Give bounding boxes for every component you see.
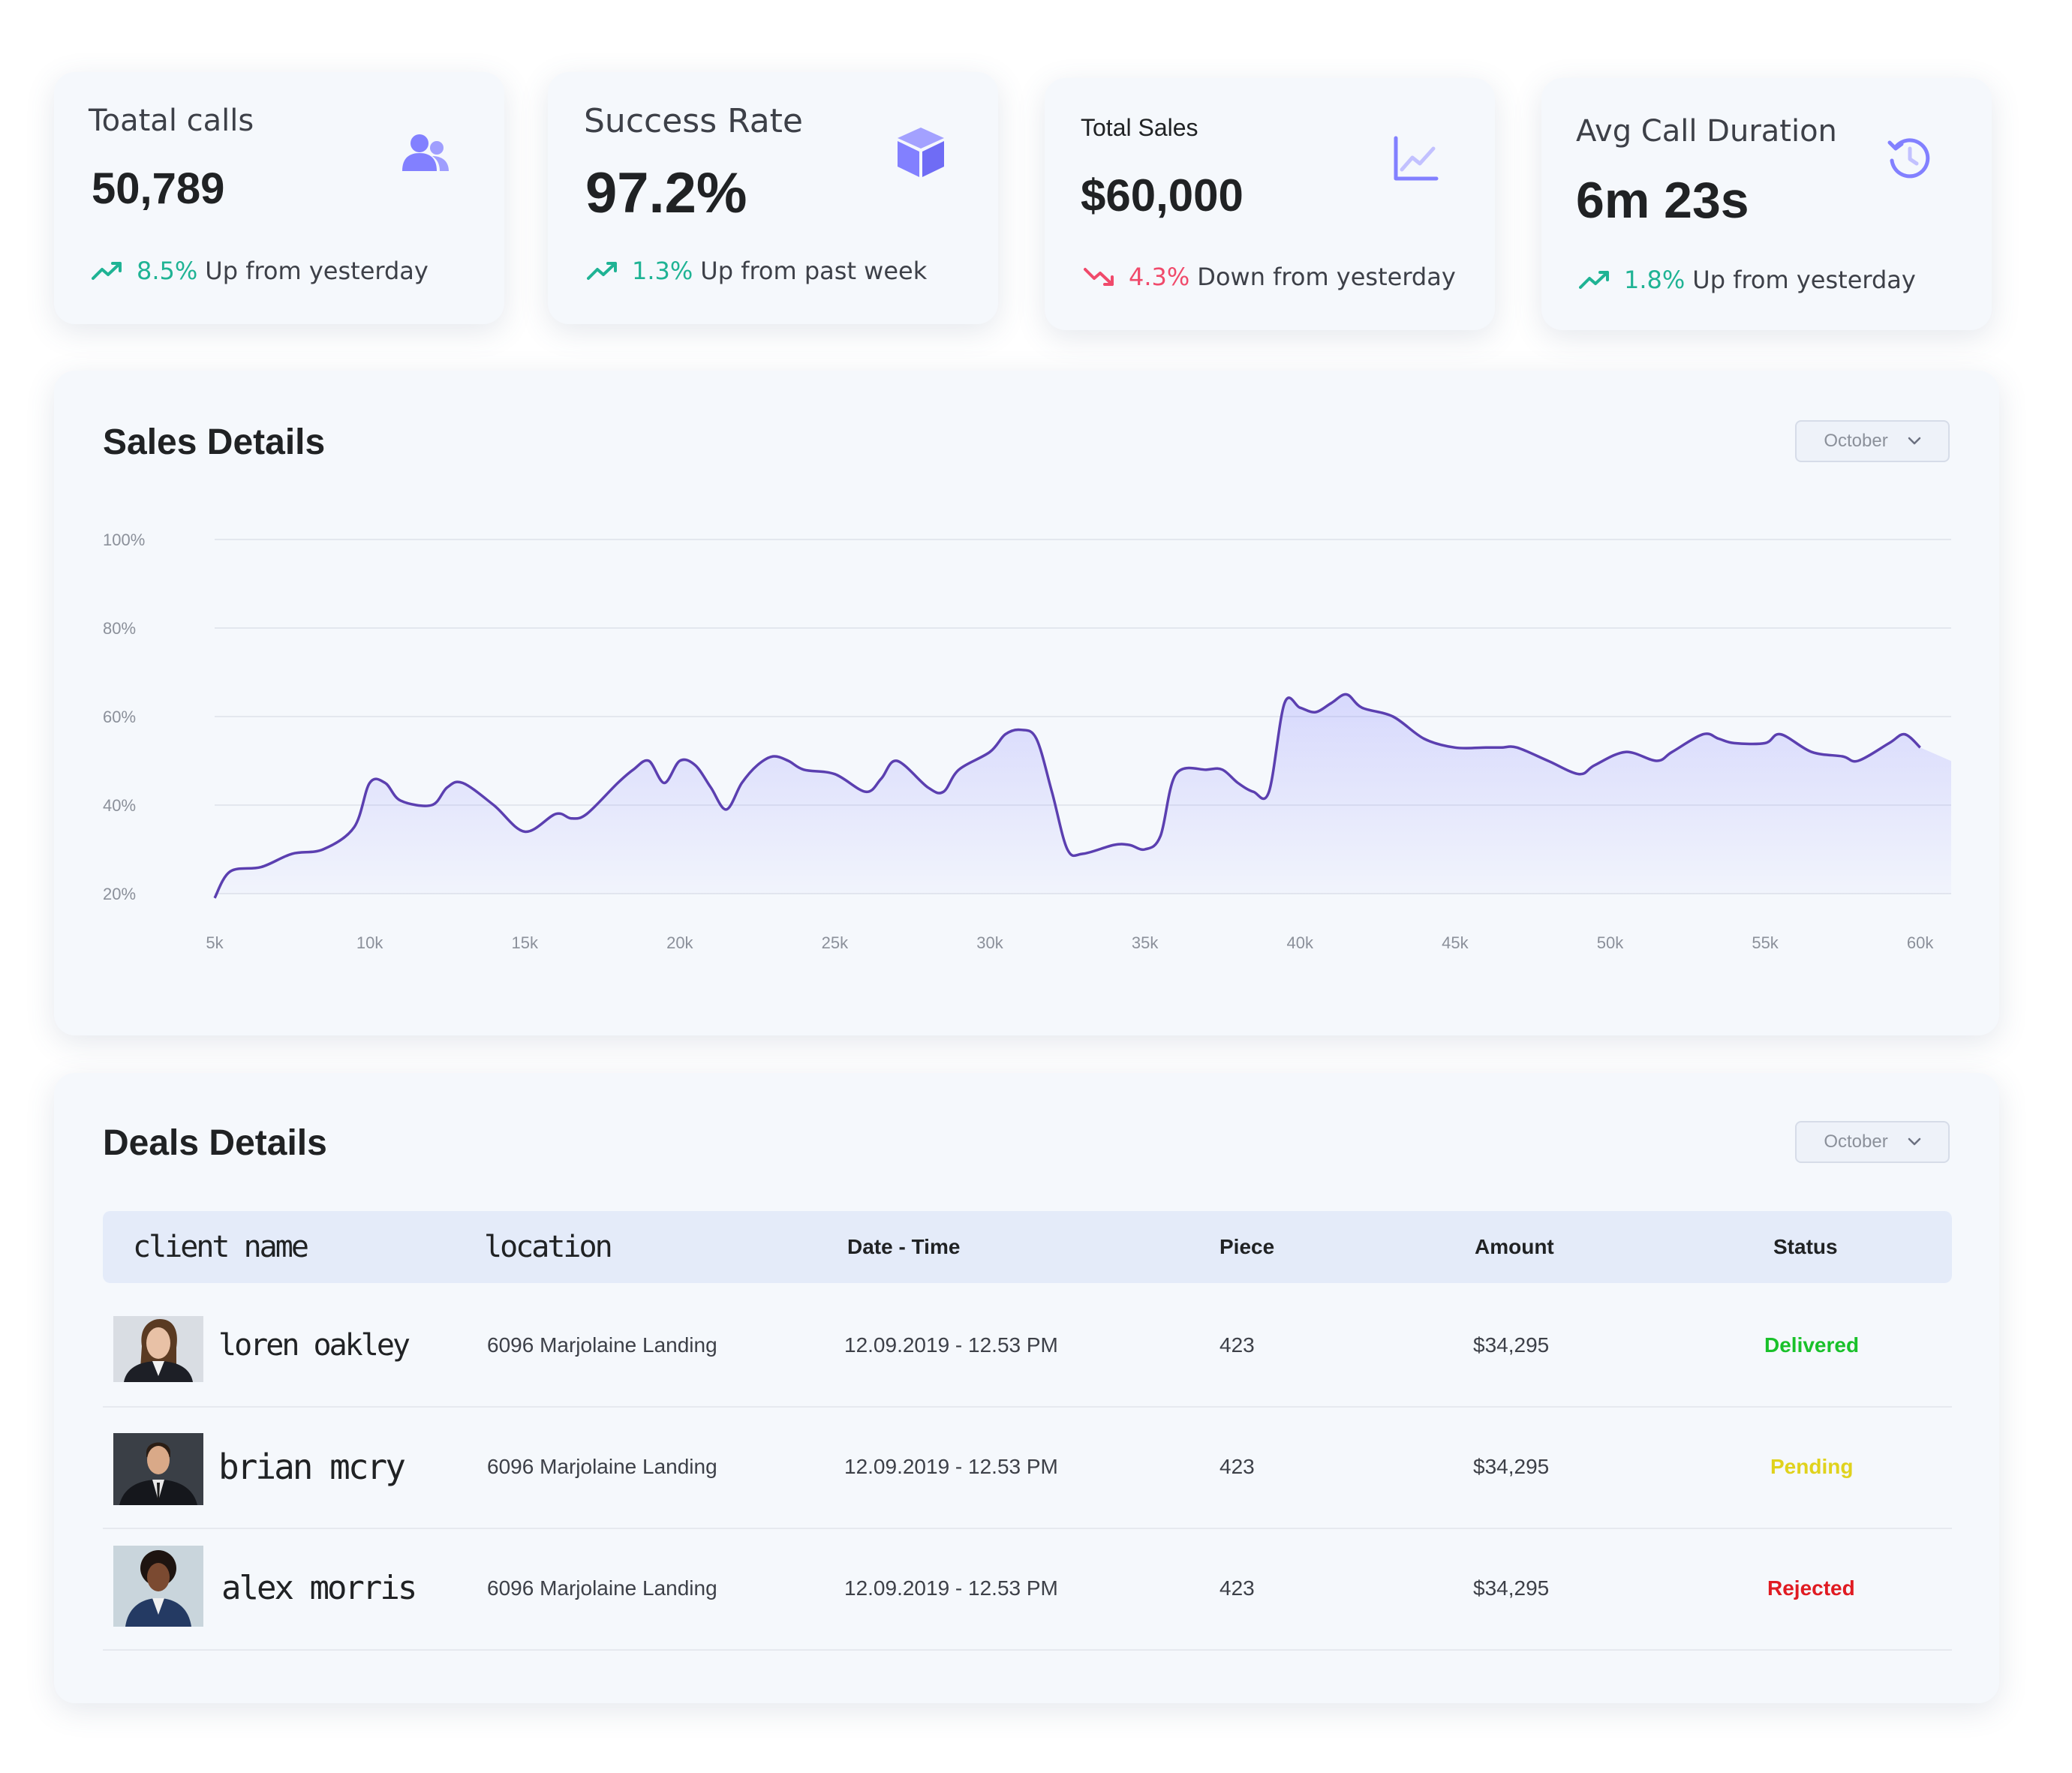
stat-trend: 1.8% Up from yesterday [1579,266,1916,294]
x-tick-label: 60k [1907,933,1934,952]
column-header-status[interactable]: Status [1773,1235,1838,1258]
x-tick-label: 35k [1132,933,1159,952]
stat-title: Total Sales [1081,114,1198,141]
deal-piece: 423 [1219,1455,1255,1478]
stat-value: 97.2% [585,161,747,225]
trend-up-icon [92,262,122,280]
x-tick-label: 5k [206,933,224,952]
trend-label: Up from yesterday [205,257,429,285]
trend-percent: 8.5% [137,257,198,285]
client-name: brian mcry [218,1447,406,1487]
stat-title: Toatal calls [89,104,254,138]
trend-label: Up from past week [700,257,928,285]
chevron-down-icon [1908,1137,1920,1146]
column-header-date-time[interactable]: Date - Time [847,1235,961,1258]
deals-month-dropdown[interactable]: October [1795,1121,1950,1163]
users-icon [402,134,449,171]
avatar [113,1316,203,1382]
avatar [113,1546,203,1627]
stat-trend: 8.5% Up from yesterday [92,257,429,285]
series-line [213,693,1921,899]
chevron-down-icon [1908,437,1920,445]
x-tick-label: 15k [511,933,538,952]
x-tick-label: 25k [822,933,849,952]
y-tick-label: 60% [103,708,136,726]
deal-piece: 423 [1219,1576,1255,1600]
cube-icon [898,128,944,177]
x-tick-label: 50k [1597,933,1624,952]
stat-trend: 1.3% Up from past week [587,257,927,285]
stat-card-total-sales: Total Sales $60,000 4.3% Down from yeste… [1045,78,1495,330]
deal-datetime: 12.09.2019 - 12.53 PM [844,1576,1058,1600]
y-tick-label: 40% [103,796,136,815]
dropdown-value: October [1824,431,1888,451]
trend-up-icon [587,262,617,280]
status-badge: Rejected [1767,1576,1855,1600]
deal-datetime: 12.09.2019 - 12.53 PM [844,1455,1058,1478]
stat-value: 6m 23s [1576,172,1749,229]
client-name: loren oakley [218,1328,410,1363]
x-tick-label: 45k [1442,933,1469,952]
series-area [215,694,1951,898]
deal-amount: $34,295 [1473,1576,1550,1600]
stat-title: Avg Call Duration [1576,114,1837,149]
stat-value: 50,789 [92,164,225,213]
stat-trend: 4.3% Down from yesterday [1084,263,1456,291]
avatar [113,1433,203,1505]
table-row[interactable]: brian mcry 6096 Marjolaine Landing 12.09… [103,1406,1952,1529]
deal-amount: $34,295 [1473,1333,1550,1357]
sales-month-dropdown[interactable]: October [1795,420,1950,462]
x-tick-label: 55k [1752,933,1779,952]
table-row[interactable]: loren oakley 6096 Marjolaine Landing 12.… [103,1285,1952,1408]
stat-card-avg-call-duration: Avg Call Duration 6m 23s 1.8% Up from ye… [1541,78,1992,330]
y-tick-label: 20% [103,885,136,903]
sales-details-title: Sales Details [103,422,326,462]
x-tick-label: 40k [1287,933,1314,952]
y-tick-label: 100% [103,530,145,549]
trend-percent: 1.3% [632,257,693,285]
stat-card-success-rate: Success Rate 97.2% 1.3% Up from past wee… [548,72,998,324]
deal-amount: $34,295 [1473,1455,1550,1478]
client-name: alex morris [221,1569,417,1607]
stat-card-total-calls: Toatal calls 50,789 8.5% Up from yesterd… [54,72,504,324]
deals-details-panel [54,1073,1999,1703]
column-header-amount[interactable]: Amount [1475,1235,1554,1258]
x-tick-label: 10k [356,933,383,952]
dropdown-value: October [1824,1131,1888,1152]
trend-percent: 1.8% [1624,266,1686,294]
table-row[interactable]: alex morris 6096 Marjolaine Landing 12.0… [103,1528,1952,1651]
stat-value: $60,000 [1081,170,1244,221]
history-clock-icon [1887,138,1930,179]
status-badge: Delivered [1764,1333,1860,1357]
stat-title: Success Rate [584,102,803,140]
y-tick-label: 80% [103,619,136,638]
x-tick-label: 20k [666,933,693,952]
deals-table-header: client name location Date - Time Piece A… [103,1211,1952,1283]
client-location: 6096 Marjolaine Landing [487,1576,717,1600]
column-header-piece[interactable]: Piece [1219,1235,1275,1258]
deal-piece: 423 [1219,1333,1255,1357]
trend-percent: 4.3% [1129,263,1190,291]
line-chart-icon [1394,136,1439,181]
column-header-client-name[interactable]: client name [133,1230,309,1264]
deal-datetime: 12.09.2019 - 12.53 PM [844,1333,1058,1357]
status-badge: Pending [1770,1455,1854,1478]
trend-down-icon [1084,268,1114,286]
trend-up-icon [1579,271,1609,289]
trend-label: Down from yesterday [1197,263,1456,291]
column-header-location[interactable]: location [484,1230,613,1264]
client-location: 6096 Marjolaine Landing [487,1333,717,1357]
trend-label: Up from yesterday [1692,266,1916,294]
deals-details-title: Deals Details [103,1123,327,1163]
x-tick-label: 30k [976,933,1003,952]
sales-details-panel [54,371,1999,1035]
client-location: 6096 Marjolaine Landing [487,1455,717,1478]
